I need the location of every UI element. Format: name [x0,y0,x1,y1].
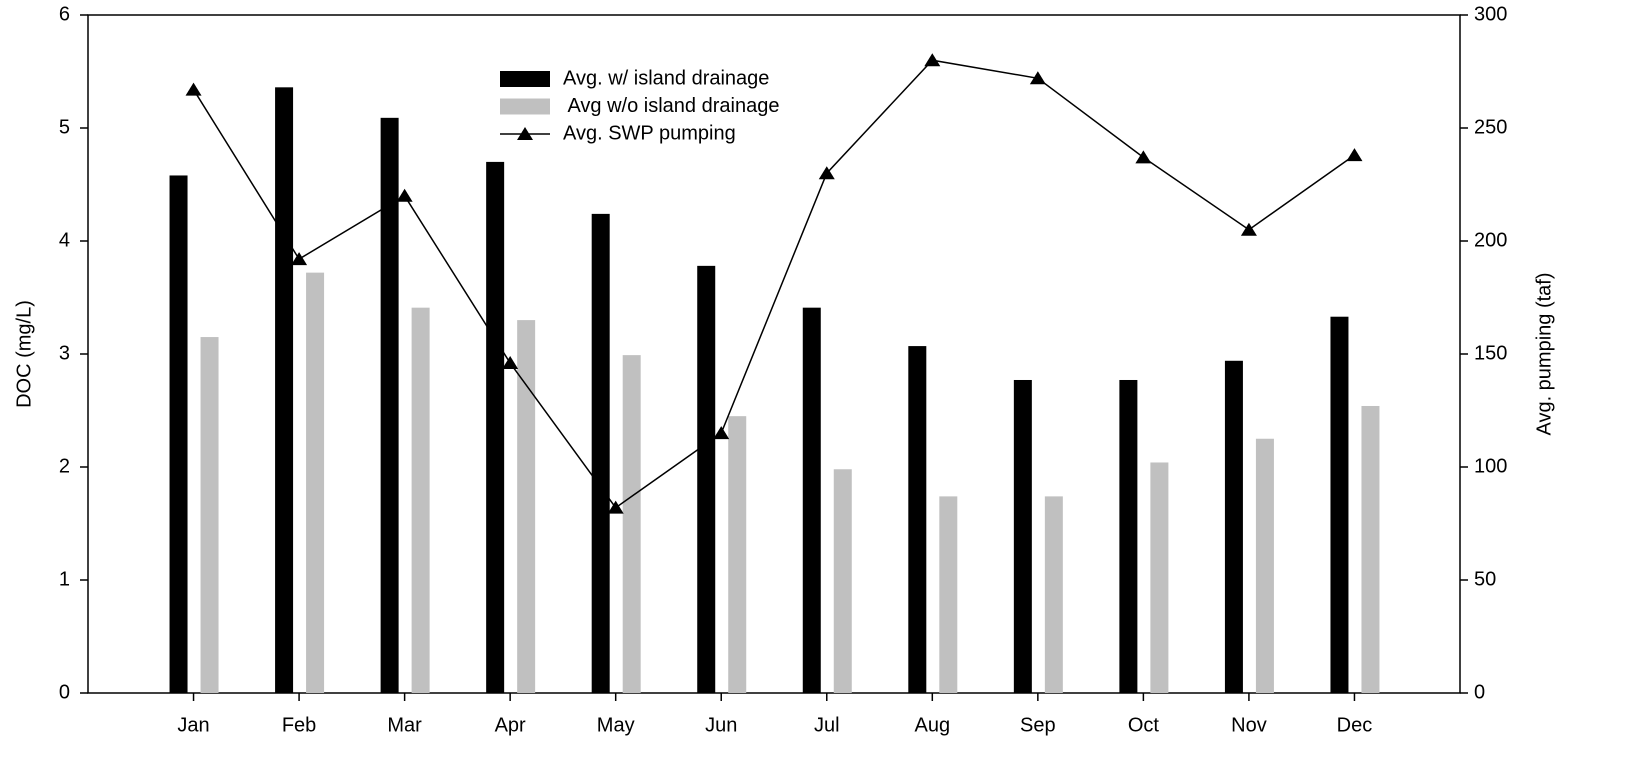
x-tick-label: Mar [387,714,422,736]
y-tick-label: 6 [59,3,70,25]
y2-tick-label: 300 [1474,3,1507,25]
bar [486,161,505,693]
y-tick-label: 5 [59,116,70,138]
marker [713,426,730,440]
bar [1013,379,1032,693]
line [192,59,1355,509]
legend-swatch [500,98,550,115]
x-tick-label: Jul [814,714,840,736]
x-tick-label: Apr [495,714,526,736]
marker [291,252,308,266]
y-tick-label: 1 [59,568,70,590]
y2-axis-title: Avg. pumping (taf) [1533,272,1555,435]
y2-tick-label: 150 [1474,342,1507,364]
bar [591,213,610,693]
x-tick-label: Oct [1128,714,1160,736]
x-tick-label: Feb [282,714,316,736]
bar [802,307,821,693]
x-tick-label: Jun [705,714,737,736]
y-tick-label: 3 [59,342,70,364]
bar [306,272,325,693]
bar [939,496,958,693]
bar [380,117,399,693]
marker [1346,148,1363,162]
marker [818,166,835,180]
bar [411,307,430,693]
legend-label: Avg w/o island drainage [563,95,779,117]
y2-tick-label: 100 [1474,455,1507,477]
marker [185,82,202,96]
marker [607,500,624,514]
legend-marker [517,127,533,140]
bar [697,265,716,693]
legend-swatch [500,71,550,87]
bar [169,175,188,693]
bar [1224,360,1243,693]
bar [517,320,536,693]
x-tick-label: Nov [1231,714,1267,736]
bar [200,337,219,693]
bar [1255,438,1274,693]
marker [396,188,413,202]
x-tick-label: Aug [915,714,951,736]
x-tick-label: May [597,714,635,736]
bar [833,469,852,693]
marker [1240,222,1257,236]
bar [1330,316,1349,693]
y2-tick-label: 200 [1474,229,1507,251]
y-axis-title: DOC (mg/L) [13,300,35,408]
x-tick-label: Sep [1020,714,1056,736]
legend-label: Avg. SWP pumping [563,122,736,144]
y-tick-label: 4 [59,229,70,251]
bar [1361,405,1380,693]
bar [622,355,641,693]
legend-label: Avg. w/ island drainage [563,67,769,89]
bar [275,87,294,693]
bar [1044,496,1063,693]
y-tick-label: 2 [59,455,70,477]
marker [1029,71,1046,85]
x-tick-label: Dec [1337,714,1373,736]
x-tick-label: Jan [177,714,209,736]
marker [1135,150,1152,164]
bar [1119,379,1138,693]
y2-tick-label: 50 [1474,568,1496,590]
bar [1150,462,1169,693]
y2-tick-label: 250 [1474,116,1507,138]
marker [924,53,941,67]
marker [502,356,519,370]
bar [908,346,927,693]
bar [728,416,747,693]
y2-tick-label: 0 [1474,681,1485,703]
y-tick-label: 0 [59,681,70,703]
